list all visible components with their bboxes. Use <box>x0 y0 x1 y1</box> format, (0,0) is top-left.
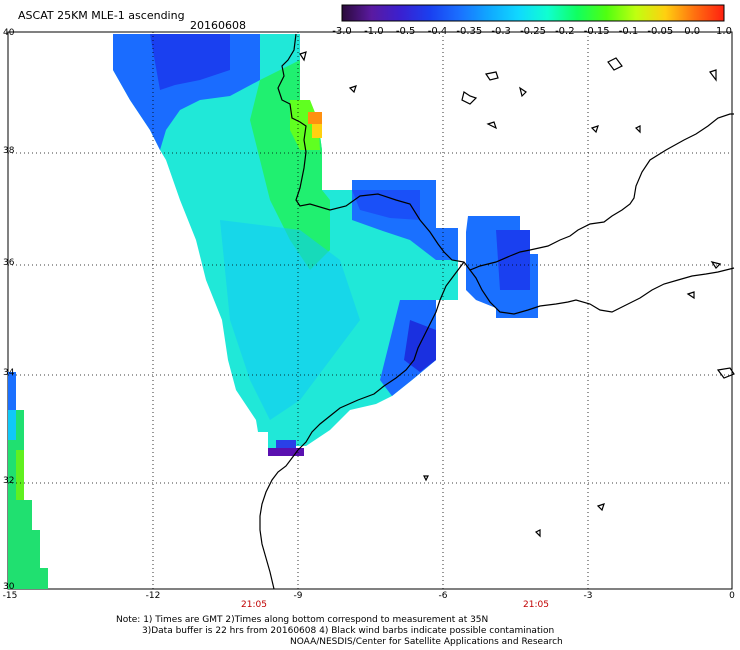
product-date: 20160608 <box>190 19 246 32</box>
colorbar-tick-label: -3.0 <box>332 26 352 37</box>
colorbar-gradient <box>341 4 725 22</box>
lat-label-32: 32 <box>3 476 15 486</box>
footer-note-2: 3)Data buffer is 22 hrs from 20160608 4)… <box>142 626 555 636</box>
colorbar-tick-label: -0.4 <box>427 26 448 37</box>
lon-label-0: 0 <box>729 591 735 601</box>
colorbar <box>341 4 725 22</box>
lon-label-m12: -12 <box>145 591 161 601</box>
lon-label-m3: -3 <box>583 591 593 601</box>
colorbar-tick-label: -0.5 <box>395 26 416 37</box>
lat-label-30: 30 <box>3 582 15 592</box>
wind-swath-main <box>113 34 458 456</box>
colorbar-tick-label: -0.35 <box>456 26 483 37</box>
graticule <box>8 32 732 589</box>
colorbar-tick-label: -0.3 <box>491 26 511 37</box>
colorbar-tick-label: -0.2 <box>555 26 575 37</box>
coastline <box>259 33 735 590</box>
colorbar-tick-label: -0.05 <box>647 26 674 37</box>
colorbar-tick-label: 1.0 <box>716 26 732 37</box>
lon-label-m6: -6 <box>438 591 448 601</box>
footer-note-1: Note: 1) Times are GMT 2)Times along bot… <box>116 615 489 625</box>
colorbar-tick-label: -0.15 <box>583 26 610 37</box>
lat-label-40: 40 <box>3 28 15 38</box>
lon-label-m9: -9 <box>293 591 303 601</box>
time-label-west: 21:05 <box>241 600 267 610</box>
wind-swath-west-strip <box>8 372 48 589</box>
lat-label-36: 36 <box>3 258 15 268</box>
lon-label-m15: -15 <box>2 591 18 601</box>
time-label-east: 21:05 <box>523 600 549 610</box>
lat-label-34: 34 <box>3 368 15 378</box>
map-frame <box>7 31 733 590</box>
colorbar-tick-label: -0.25 <box>520 26 546 37</box>
colorbar-tick-label: -1.0 <box>364 26 384 37</box>
colorbar-tick-label: 0.0 <box>684 26 701 37</box>
lat-label-38: 38 <box>3 146 15 156</box>
product-title: ASCAT 25KM MLE-1 ascending <box>18 9 185 22</box>
colorbar-tick-label: -0.1 <box>618 26 639 37</box>
footer-note-3: NOAA/NESDIS/Center for Satellite Applica… <box>290 637 563 647</box>
